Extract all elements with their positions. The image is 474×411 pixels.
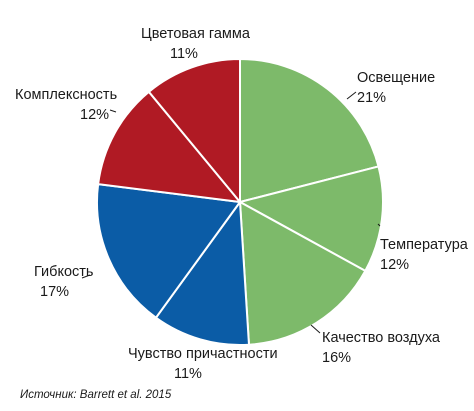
pie-slice [97, 90, 243, 204]
slice-name-label: Чувство причастности [128, 346, 278, 362]
leader-line [346, 91, 357, 100]
slice-labels: Освещение 21% Температура 12% Качество возду… [15, 26, 469, 382]
slice-name-label: Комплексность [15, 87, 117, 103]
pie-slices [96, 57, 384, 346]
slice-name-label: Цветовая гамма [141, 26, 251, 42]
slice-value-label: 17% [40, 284, 69, 300]
slice-name-label: Температура [380, 237, 469, 253]
pie-slice [237, 165, 384, 273]
pie-slice [147, 57, 241, 205]
leader-lines [81, 91, 381, 334]
slice-value-label: 21% [357, 90, 386, 106]
leader-line [109, 109, 117, 113]
leader-line [310, 324, 321, 334]
slice-name-label: Гибкость [34, 264, 93, 280]
slice-value-label: 16% [322, 350, 351, 366]
slice-name-label: Качество воздуха [322, 330, 441, 346]
leader-line [81, 274, 91, 279]
slice-value-label: 12% [80, 107, 109, 123]
pie-slice [239, 57, 380, 204]
slice-name-label: Освещение [357, 70, 435, 86]
pie-slice [238, 200, 367, 346]
slice-value-label: 11% [170, 46, 198, 62]
leader-line [377, 223, 381, 227]
pie-slice [96, 182, 242, 320]
pie-slice [154, 199, 251, 346]
source-note: Источник: Barrett et al. 2015 [20, 389, 172, 401]
slice-value-label: 12% [380, 257, 409, 273]
slice-value-label: 11% [174, 366, 202, 382]
